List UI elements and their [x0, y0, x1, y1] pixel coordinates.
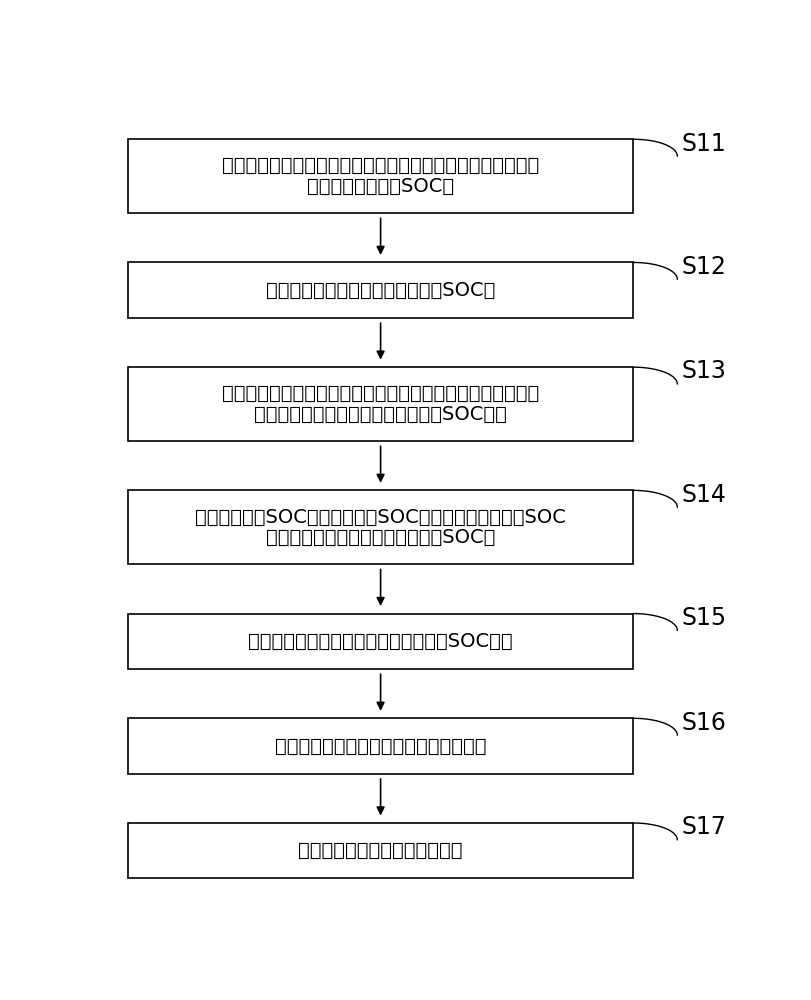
Bar: [128, 367, 633, 441]
Text: 获取电池组未来预设时间段内的平均电压: 获取电池组未来预设时间段内的平均电压: [274, 737, 486, 756]
Text: S12: S12: [681, 255, 726, 279]
Text: 获取电池控制器所发送的电池组的电流值，并根据电池电流值: 获取电池控制器所发送的电池组的电流值，并根据电池电流值: [221, 156, 539, 175]
Text: 根据电池组中电池单体的最小电压值和电池单体的平均电压值: 根据电池组中电池单体的最小电压值和电池单体的平均电压值: [221, 384, 539, 403]
Text: S13: S13: [681, 359, 726, 383]
Text: 将电池组当前SOC值与电池理论SOC值取小计算的结果与SOC: 将电池组当前SOC值与电池理论SOC值取小计算的结果与SOC: [195, 507, 565, 526]
Text: S16: S16: [681, 711, 726, 735]
Bar: [128, 262, 633, 318]
Bar: [128, 614, 633, 669]
Text: ，计算生成电池单体不一致性引起的SOC差值: ，计算生成电池单体不一致性引起的SOC差值: [254, 405, 506, 424]
Bar: [128, 823, 633, 878]
Text: 差值进行差值计算，生成电池实际SOC值: 差值进行差值计算，生成电池实际SOC值: [265, 528, 495, 547]
Text: 计算生成电池理论SOC值: 计算生成电池理论SOC值: [307, 177, 453, 196]
Bar: [128, 139, 633, 213]
Text: 根据电池组的状态获得电池组允许使用SOC下限: 根据电池组的状态获得电池组允许使用SOC下限: [248, 632, 513, 651]
Bar: [128, 490, 633, 564]
Bar: [128, 718, 633, 774]
Text: S11: S11: [681, 132, 726, 156]
Text: S17: S17: [681, 815, 726, 839]
Text: 获取电池控制器发送的电池组当前SOC值: 获取电池控制器发送的电池组当前SOC值: [265, 281, 495, 300]
Text: 计算生成电池组的剩余可用能量: 计算生成电池组的剩余可用能量: [298, 841, 462, 860]
Text: S14: S14: [681, 483, 726, 507]
Text: S15: S15: [681, 606, 726, 630]
